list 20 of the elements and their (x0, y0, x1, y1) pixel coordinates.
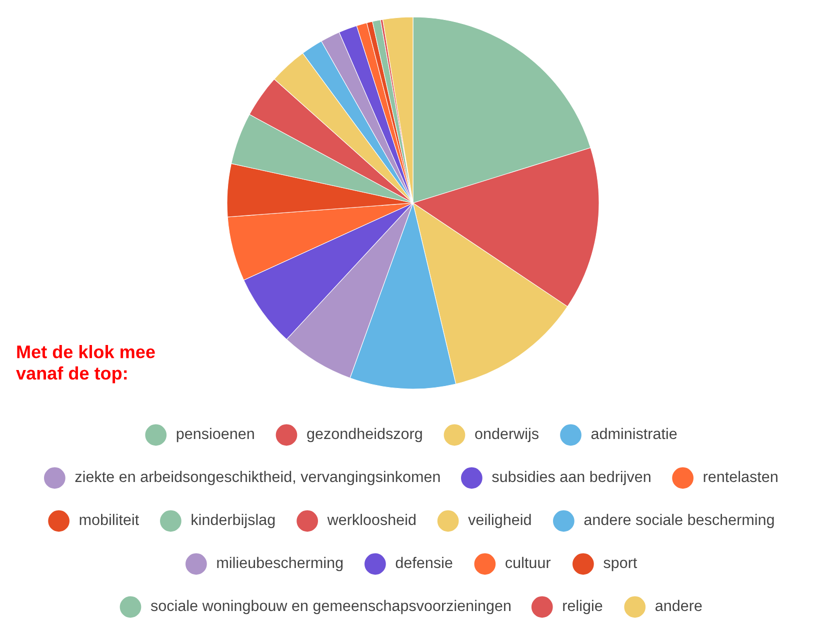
legend-label: mobiliteit (80, 514, 139, 526)
legend-label: ziekte en arbeidsongeschiktheid, vervangingsinkomen (75, 470, 440, 486)
legend-label: onderwijs (475, 428, 538, 442)
legend-label: subsidies aan bedrijven (492, 470, 650, 486)
legend-label: andere (656, 600, 702, 612)
legend-label: rentelasten (704, 470, 778, 482)
legend-label: religie (563, 600, 602, 614)
legend-label: defensie (396, 556, 452, 568)
legend-label: sociale woningbouw en gemeenschapsvoorzieningen (150, 600, 510, 614)
text: Met de klok mee vanaf de top: (16, 345, 155, 384)
legend-label: milieubescherming (217, 556, 343, 572)
legend-label: veiligheid (468, 514, 531, 528)
legend-label: cultuur (506, 556, 551, 568)
legend-label: sport (604, 558, 638, 572)
legend-label: pensioenen (176, 428, 254, 442)
legend-label: werkloosheid (327, 514, 416, 526)
legend-label: administratie (591, 428, 677, 440)
legend-label: andere sociale bescherming (584, 514, 774, 528)
legend-label: kinderbijslag (192, 514, 275, 528)
legend-label: gezondheidszorg (307, 428, 422, 442)
